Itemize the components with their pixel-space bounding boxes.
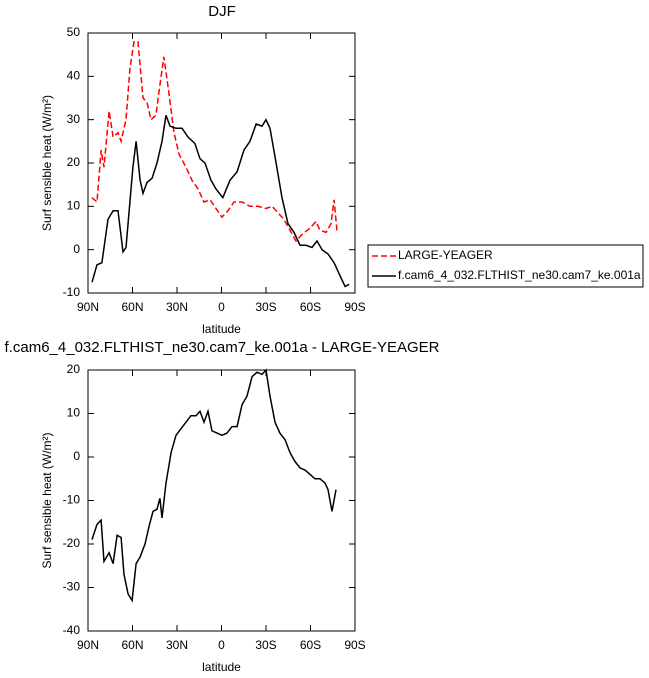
y-axis-label: Surf sensible heat (W/m²) <box>40 95 54 231</box>
x-tick-label: 60N <box>121 300 143 314</box>
y-tick-label: -10 <box>63 493 81 507</box>
y-tick-label: -40 <box>63 623 81 637</box>
y-tick-label: -20 <box>63 536 81 550</box>
y-tick-label: 0 <box>73 449 80 463</box>
y-tick-label: 30 <box>67 112 81 126</box>
y-tick-label: 20 <box>67 155 81 169</box>
data-line <box>91 115 350 288</box>
x-tick-label: 60S <box>300 638 321 652</box>
x-tick-label: 0 <box>218 638 225 652</box>
chart-title: f.cam6_4_032.FLTHIST_ne30.cam7_ke.001a -… <box>5 339 440 356</box>
legend-label: LARGE-YEAGER <box>398 248 493 262</box>
y-tick-label: -30 <box>63 580 81 594</box>
x-tick-label: 0 <box>218 300 225 314</box>
data-line <box>91 40 338 243</box>
y-tick-label: 10 <box>67 406 81 420</box>
plot-frame <box>87 32 356 294</box>
legend-box <box>367 244 644 288</box>
x-tick-label: 60S <box>300 300 321 314</box>
x-axis-label: latitude <box>202 322 241 336</box>
x-tick-label: 90S <box>344 300 365 314</box>
plot-frame <box>87 369 356 632</box>
x-tick-label: 30N <box>166 300 188 314</box>
legend-label: f.cam6_4_032.FLTHIST_ne30.cam7_ke.001a <box>398 268 641 282</box>
y-tick-label: 20 <box>67 362 81 376</box>
data-line <box>91 368 337 603</box>
x-axis-label: latitude <box>202 660 241 674</box>
x-tick-label: 90N <box>77 638 99 652</box>
y-axis-label: Surf sensible heat (W/m²) <box>40 432 54 568</box>
y-tick-label: -10 <box>63 285 81 299</box>
y-tick-label: 10 <box>67 199 81 213</box>
chart-title: DJF <box>208 3 236 20</box>
y-tick-label: 50 <box>67 25 81 39</box>
x-tick-label: 30N <box>166 638 188 652</box>
x-tick-label: 30S <box>255 638 276 652</box>
x-tick-label: 60N <box>121 638 143 652</box>
x-tick-label: 90N <box>77 300 99 314</box>
y-tick-label: 40 <box>67 69 81 83</box>
x-tick-label: 30S <box>255 300 276 314</box>
y-tick-label: 0 <box>73 242 80 256</box>
x-tick-label: 90S <box>344 638 365 652</box>
